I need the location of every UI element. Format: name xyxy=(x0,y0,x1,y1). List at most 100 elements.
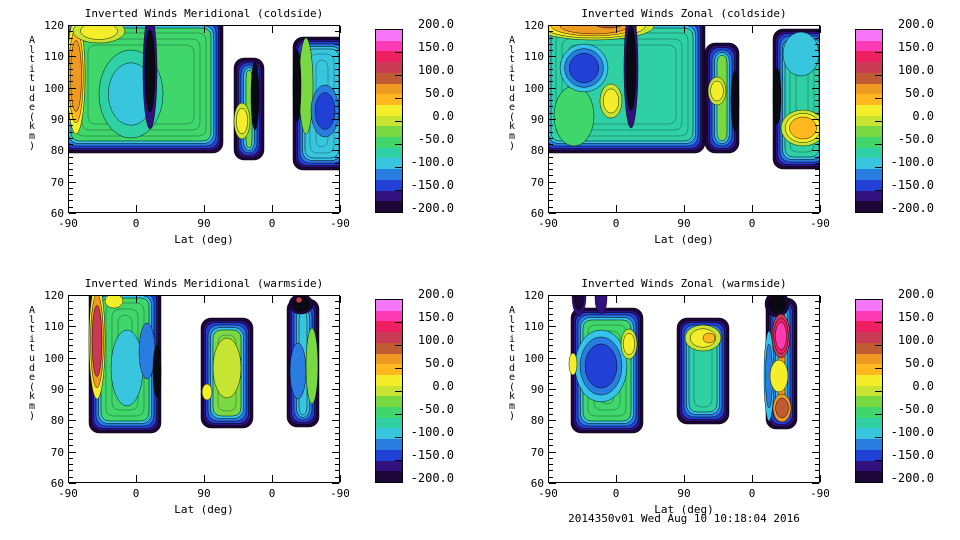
x-major-tick xyxy=(548,475,549,482)
y-major-tick xyxy=(69,25,76,26)
y-minor-tick xyxy=(549,68,553,70)
x-tick-label: 90 xyxy=(677,487,691,500)
y-minor-tick xyxy=(335,370,339,372)
colorbar-tick xyxy=(395,414,402,415)
y-major-tick xyxy=(332,150,339,152)
y-minor-tick xyxy=(69,376,73,378)
panel-zonal-coldside: Inverted Winds Zonal (coldside) A l t i t… xyxy=(480,0,960,270)
y-major-tick xyxy=(69,150,76,152)
colorbar-band xyxy=(856,407,882,418)
colorbar-band xyxy=(856,72,882,84)
y-minor-tick xyxy=(335,31,339,33)
y-major-tick xyxy=(549,25,556,26)
colorbar-band xyxy=(856,94,882,105)
y-tick-label: 70 xyxy=(50,175,64,189)
colorbar-band xyxy=(856,353,882,365)
colorbar-band xyxy=(856,342,882,354)
y-tick-label: 110 xyxy=(524,320,544,334)
y-minor-tick xyxy=(815,382,819,384)
contour-plot xyxy=(69,26,339,171)
y-minor-tick xyxy=(549,194,553,196)
x-tick-label: -90 xyxy=(58,487,78,500)
y-minor-tick xyxy=(69,156,73,158)
y-minor-tick xyxy=(69,106,73,108)
colorbar-label: 100.0 xyxy=(897,63,934,77)
y-minor-tick xyxy=(815,370,819,372)
y-minor-tick xyxy=(69,332,73,334)
y-major-tick xyxy=(549,326,556,328)
y-minor-tick xyxy=(335,137,339,139)
colorbar-tick xyxy=(395,144,402,145)
y-tick-label: 60 xyxy=(530,477,544,490)
colorbar-band xyxy=(856,428,882,440)
y-minor-tick xyxy=(549,156,553,158)
x-major-tick xyxy=(616,205,617,212)
y-tick-label: 90 xyxy=(50,113,64,126)
y-minor-tick xyxy=(335,62,339,64)
y-major-tick xyxy=(69,56,76,58)
x-tick-label: 0 xyxy=(612,217,620,230)
y-axis-label: A l t i t u d e ( k m ) xyxy=(508,305,516,422)
y-minor-tick xyxy=(815,338,819,340)
colorbar-band xyxy=(376,104,402,116)
colorbar-tick xyxy=(875,144,882,145)
y-minor-tick xyxy=(815,376,819,378)
y-minor-tick xyxy=(69,470,73,472)
x-major-tick xyxy=(684,475,685,482)
colorbar-band xyxy=(856,179,882,191)
x-tick-label: 90 xyxy=(197,217,211,230)
colorbar-band xyxy=(856,83,882,95)
x-major-tick xyxy=(820,296,821,303)
y-minor-tick xyxy=(549,445,553,447)
y-minor-tick xyxy=(335,351,339,353)
y-tick-label: 120 xyxy=(524,19,544,32)
colorbar-label: -200.0 xyxy=(410,201,454,215)
colorbar-label: 200.0 xyxy=(417,287,454,301)
y-minor-tick xyxy=(69,414,73,416)
x-tick-label: 0 xyxy=(612,487,620,500)
x-major-tick xyxy=(616,296,617,303)
x-major-tick xyxy=(752,475,753,482)
colorbar-band xyxy=(856,449,882,461)
colorbar-label: -100.0 xyxy=(890,155,934,169)
y-minor-tick xyxy=(335,175,339,177)
y-minor-tick xyxy=(69,125,73,127)
y-minor-tick xyxy=(549,439,553,441)
x-major-tick xyxy=(616,475,617,482)
y-minor-tick xyxy=(69,307,73,309)
colorbar-label: -100.0 xyxy=(890,425,934,439)
plot-title: Inverted Winds Zonal (coldside) xyxy=(581,7,787,20)
plot-box xyxy=(548,295,820,483)
x-major-tick xyxy=(820,205,821,212)
colorbar-label: 200.0 xyxy=(897,17,934,31)
y-minor-tick xyxy=(69,382,73,384)
y-minor-tick xyxy=(69,68,73,70)
x-axis-label: Lat (deg) xyxy=(174,233,234,246)
x-major-tick xyxy=(752,296,753,303)
y-minor-tick xyxy=(815,169,819,171)
y-minor-tick xyxy=(815,313,819,315)
colorbar-label: 150.0 xyxy=(417,40,454,54)
x-major-tick xyxy=(616,26,617,33)
colorbar-band xyxy=(376,62,402,73)
x-tick-label: -90 xyxy=(330,217,350,230)
y-minor-tick xyxy=(549,332,553,334)
y-minor-tick xyxy=(815,137,819,139)
y-major-tick xyxy=(812,213,819,214)
colorbar-band xyxy=(856,385,882,397)
y-major-tick xyxy=(549,357,556,359)
colorbar-band xyxy=(376,449,402,461)
y-major-tick xyxy=(332,420,339,422)
y-tick-label: 90 xyxy=(530,113,544,126)
y-tick-label: 120 xyxy=(524,289,544,302)
colorbar xyxy=(375,29,403,213)
y-minor-tick xyxy=(815,194,819,196)
x-major-tick xyxy=(68,475,69,482)
y-major-tick xyxy=(332,181,339,183)
colorbar-label: -50.0 xyxy=(417,132,454,146)
plot-box xyxy=(548,25,820,213)
x-major-tick xyxy=(684,26,685,33)
y-minor-tick xyxy=(335,156,339,158)
colorbar-band xyxy=(856,396,882,408)
y-minor-tick xyxy=(69,43,73,45)
